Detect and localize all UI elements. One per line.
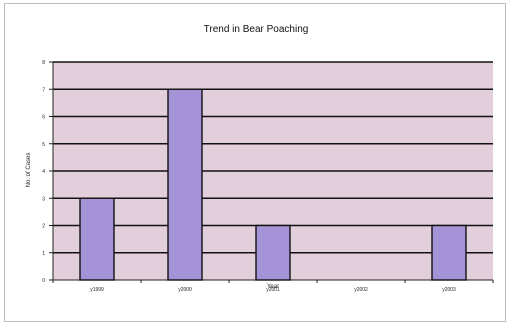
y-tick-label: 4 [42,169,45,175]
x-tick-label: y2000 [178,287,192,293]
y-tick-label: 0 [42,278,45,284]
y-axis-label: No. of Cases [26,153,32,188]
x-axis-label: Year [267,284,279,290]
y-tick-label: 3 [42,196,45,202]
y-tick-label: 8 [42,60,45,66]
y-tick-label: 5 [42,142,45,148]
x-tick-label: y2001 [266,287,280,293]
chart-title: Trend in Bear Poaching [204,24,309,35]
bar [255,224,291,281]
y-tick-label: 7 [42,87,45,93]
x-tick-label: y2003 [442,287,456,293]
y-tick-label: 1 [42,251,45,257]
x-tick-label: y1999 [90,287,104,293]
bar [431,224,467,281]
y-tick-label: 2 [42,224,45,230]
bar [79,197,115,281]
x-tick-label: y2002 [354,287,368,293]
bar [167,88,203,281]
y-tick-label: 6 [42,115,45,121]
